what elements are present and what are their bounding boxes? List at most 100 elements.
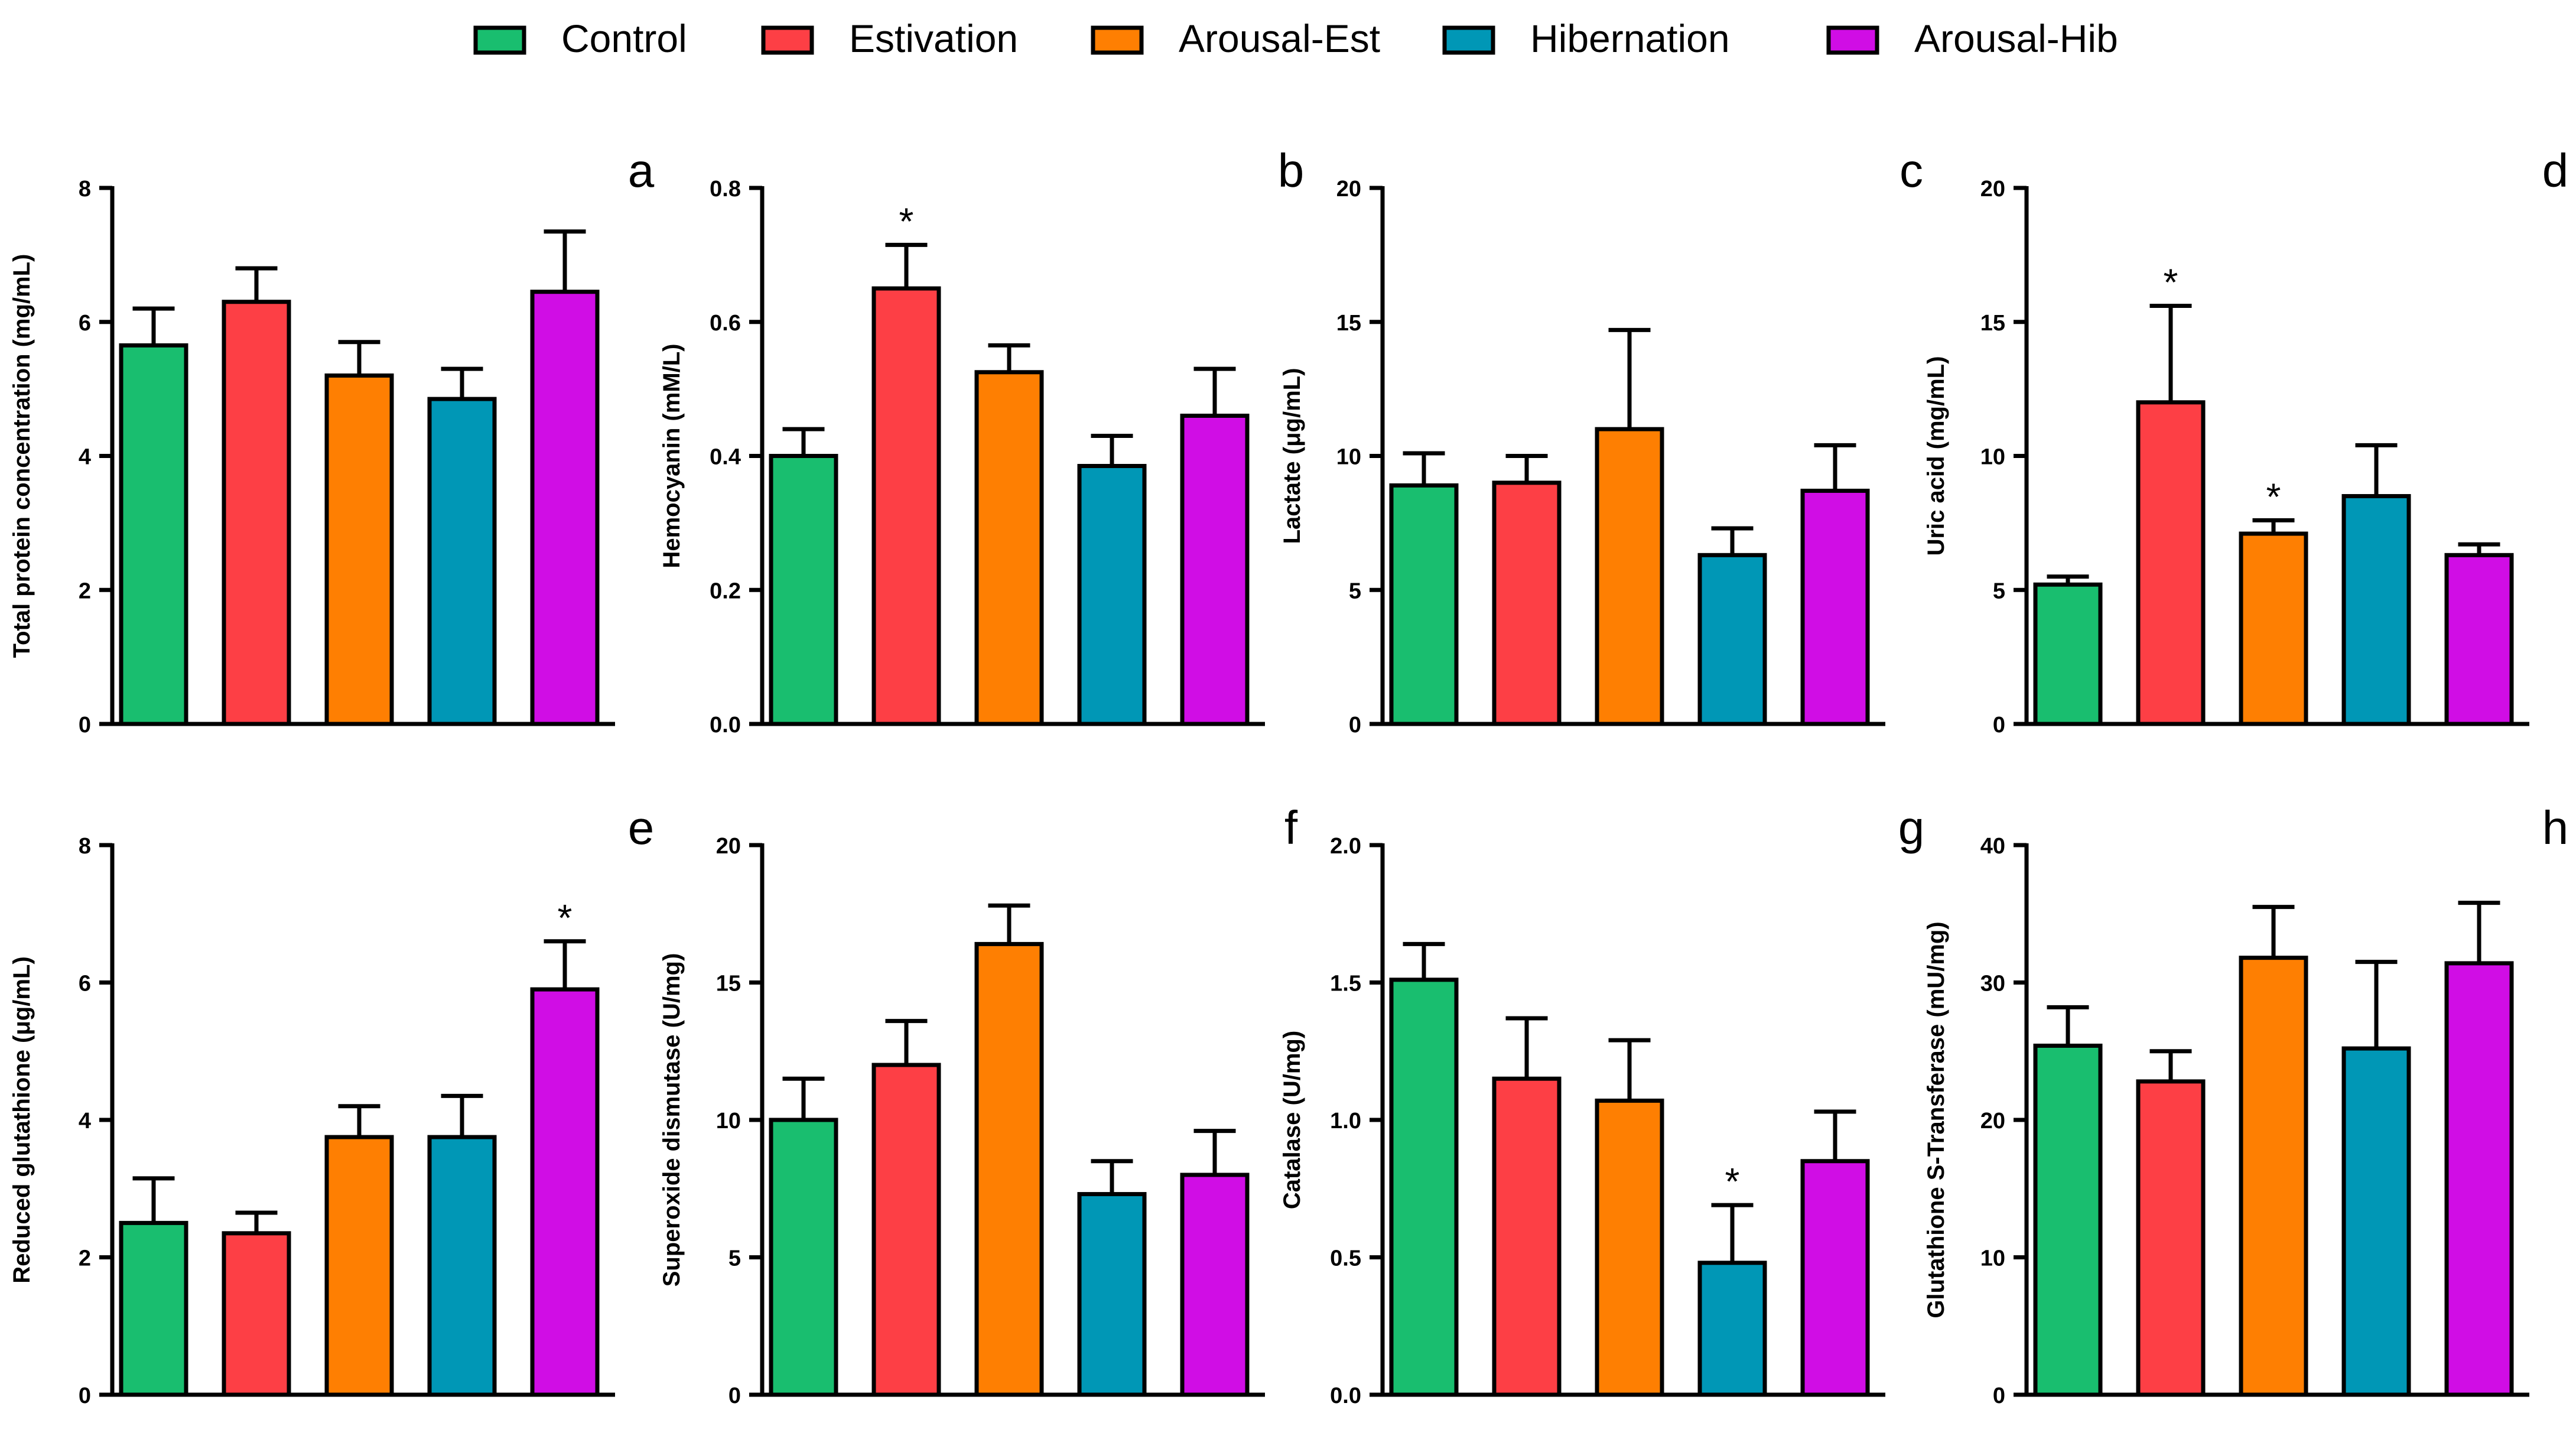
- bar: [2239, 531, 2308, 726]
- y-tick-label: 4: [79, 445, 91, 470]
- bar: [1595, 427, 1664, 726]
- y-axis-title: Hemocyanin (mM/L): [659, 343, 685, 568]
- y-tick-label: 8: [79, 177, 91, 202]
- bar: [324, 373, 394, 726]
- y-tick-label: 1.0: [1330, 1109, 1361, 1134]
- bar: [1389, 977, 1459, 1397]
- significance-star: *: [558, 897, 573, 939]
- panels: 0 2 4 6 8 Total protein concentration (mg/mL)…: [9, 144, 2568, 1408]
- legend-swatch: [1442, 25, 1495, 55]
- bar: [2033, 582, 2103, 726]
- panel-f: 0 5 10 15 20 Superoxide dismutase (U/mg) f: [659, 801, 1298, 1408]
- panel-a: 0 2 4 6 8 Total protein concentration (mg/mL)…: [9, 144, 655, 738]
- significance-star: *: [1725, 1160, 1740, 1203]
- bar: [1800, 488, 1870, 726]
- y-tick-label: 6: [79, 972, 91, 996]
- bar: [222, 1231, 291, 1397]
- bar: [1697, 1261, 1767, 1397]
- bar: [530, 987, 600, 1397]
- bar: [222, 300, 291, 726]
- bar: [1697, 553, 1767, 726]
- legend-label: Arousal-Est: [1179, 17, 1380, 60]
- y-axis-title: Glutathione S-Transferase (mU/mg): [1923, 921, 1949, 1318]
- y-tick-label: 0.8: [710, 177, 741, 202]
- y-tick-label: 5: [1349, 579, 1361, 603]
- y-tick-label: 1.5: [1330, 972, 1361, 996]
- bar: [427, 397, 497, 726]
- bar: [974, 941, 1044, 1397]
- bar: [769, 454, 838, 726]
- panel-letter: e: [628, 801, 655, 854]
- y-tick-label: 5: [1993, 579, 2005, 603]
- bar: [2341, 1046, 2411, 1397]
- y-tick-label: 4: [79, 1109, 91, 1134]
- bar: [1180, 1173, 1250, 1397]
- bar: [427, 1135, 497, 1397]
- panel-c: 0 5 10 15 20 Lactate (μg/mL) c: [1279, 144, 1923, 738]
- bar: [1077, 464, 1147, 726]
- bar: [2136, 1079, 2206, 1397]
- bar: [2341, 494, 2411, 726]
- y-axis-title: Superoxide dismutase (U/mg): [659, 953, 685, 1287]
- y-tick-label: 2: [79, 579, 91, 603]
- y-tick-label: 20: [1980, 177, 2005, 202]
- y-tick-label: 30: [1980, 972, 2005, 996]
- bar: [2444, 961, 2514, 1397]
- y-tick-label: 40: [1980, 834, 2005, 859]
- bar: [2239, 956, 2308, 1397]
- panel-letter: h: [2542, 801, 2569, 854]
- panel-e: * 0 2 4 6 8 Reduced glutathione (μg/mL) e: [9, 801, 654, 1408]
- legend-label: Hibernation: [1530, 17, 1730, 60]
- y-axis-title: Uric acid (mg/mL): [1923, 356, 1949, 556]
- y-tick-label: 2: [79, 1246, 91, 1271]
- bar: [119, 1220, 188, 1397]
- bar: [1492, 1076, 1562, 1397]
- y-tick-label: 0: [79, 1383, 91, 1408]
- significance-star: *: [2266, 475, 2281, 518]
- y-tick-label: 0.0: [710, 713, 741, 738]
- significance-star: *: [899, 200, 914, 242]
- legend-label: Arousal-Hib: [1914, 17, 2118, 60]
- bar: [1077, 1192, 1147, 1397]
- panel-letter: d: [2542, 144, 2569, 197]
- y-tick-label: 0.0: [1330, 1383, 1361, 1408]
- bar: [871, 1063, 941, 1397]
- panel-letter: c: [1900, 144, 1923, 197]
- panel-g: * 0.0 0.5 1.0 1.5 2.0 Catalase (U/mg) g: [1279, 801, 1924, 1408]
- y-tick-label: 5: [728, 1246, 741, 1271]
- legend-swatch: [761, 25, 814, 55]
- bar: [871, 286, 941, 726]
- bar: [530, 290, 600, 726]
- panel-b: * 0.0 0.2 0.4 0.6 0.8 Hemocyanin (mM/L) b: [659, 144, 1304, 738]
- bar: [1180, 413, 1250, 726]
- legend: Control Estivation Arousal-Est Hibernation A…: [473, 17, 2118, 60]
- y-tick-label: 0.4: [710, 445, 741, 470]
- y-tick-label: 15: [716, 972, 741, 996]
- bar: [1800, 1159, 1870, 1397]
- y-axis-title: Reduced glutathione (μg/mL): [9, 956, 35, 1283]
- panel-letter: a: [628, 144, 655, 197]
- y-tick-label: 0.6: [710, 311, 741, 336]
- y-tick-label: 6: [79, 311, 91, 336]
- y-tick-label: 10: [1980, 445, 2005, 470]
- y-axis-title: Catalase (U/mg): [1279, 1031, 1305, 1209]
- bar: [974, 370, 1044, 726]
- y-tick-label: 0: [1349, 713, 1361, 738]
- y-tick-label: 15: [1336, 311, 1361, 336]
- bar: [1492, 480, 1562, 726]
- panel-d: * * 0 5 10 15 20 Uric acid (mg/mL) d: [1923, 144, 2568, 738]
- y-tick-label: 0: [1993, 713, 2005, 738]
- panel-h: 0 10 20 30 40 Glutathione S-Transferase (mU/m…: [1923, 801, 2568, 1408]
- y-tick-label: 10: [1980, 1246, 2005, 1271]
- y-tick-label: 0.5: [1330, 1246, 1361, 1271]
- y-tick-label: 2.0: [1330, 834, 1361, 859]
- bar: [2444, 553, 2514, 726]
- legend-label: Estivation: [849, 17, 1018, 60]
- y-axis-title: Lactate (μg/mL): [1279, 368, 1305, 544]
- y-tick-label: 0.2: [710, 579, 741, 603]
- panel-letter: b: [1278, 144, 1305, 197]
- significance-star: *: [2164, 261, 2178, 304]
- legend-swatch: [1826, 25, 1879, 55]
- bar: [2136, 400, 2206, 726]
